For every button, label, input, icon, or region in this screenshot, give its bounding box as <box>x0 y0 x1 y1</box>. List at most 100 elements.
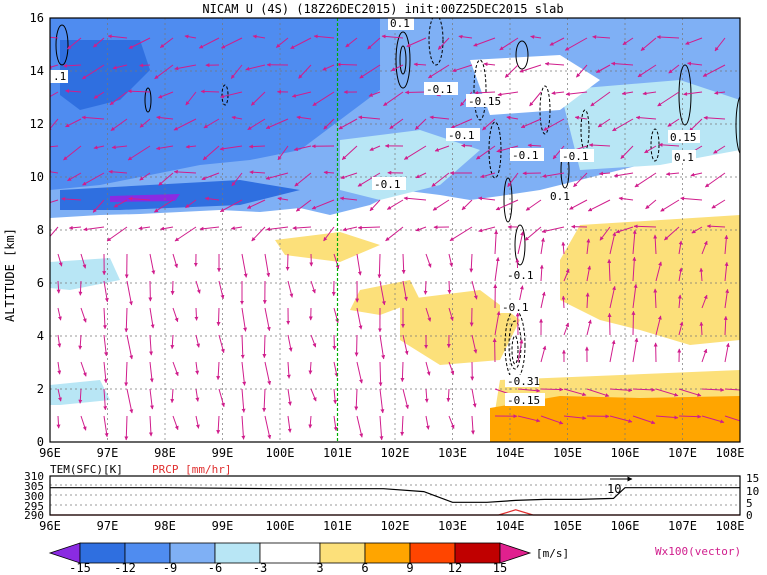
surface-temperature-line <box>50 487 740 503</box>
wind-vector <box>540 345 547 363</box>
wind-vector <box>81 64 105 80</box>
sub-grid <box>50 484 740 506</box>
wind-vector <box>111 145 128 150</box>
wind-vectors <box>50 34 740 441</box>
wind-vector <box>93 37 105 48</box>
wind-vector <box>724 234 729 255</box>
shade-yellow-2 <box>560 215 740 345</box>
sub-x-tick: 106E <box>611 519 640 533</box>
wind-vector <box>57 388 62 402</box>
wind-vector <box>678 388 702 397</box>
wind-vector <box>124 307 129 333</box>
wind-vector <box>701 387 725 392</box>
sub-left-tick: 305 <box>24 480 44 493</box>
wind-vector <box>635 115 657 120</box>
wind-vector <box>379 388 385 414</box>
wind-vector <box>390 64 404 72</box>
wind-vector <box>563 388 587 397</box>
wind-vector <box>478 196 496 201</box>
wind-vector <box>687 61 703 66</box>
wind-vector <box>378 361 383 387</box>
wind-vector <box>264 415 272 440</box>
colorbar-label: 12 <box>448 561 462 575</box>
wind-vector <box>406 37 427 47</box>
shade-yellow-1 <box>275 232 380 262</box>
wind-vector <box>262 388 267 413</box>
wind-vector <box>401 253 406 274</box>
contour-label: -0.1 <box>562 150 589 163</box>
wind-vector <box>655 415 679 420</box>
wind-vector <box>599 171 611 176</box>
wind-vector <box>218 280 225 300</box>
wind-vector <box>632 415 656 425</box>
wind-vector <box>128 196 151 201</box>
wind-vector <box>241 361 247 386</box>
wind-vector <box>231 115 243 120</box>
wind-vector <box>172 361 179 377</box>
wind-vector <box>265 172 289 180</box>
wind-vector <box>110 118 128 132</box>
wind-vector <box>332 334 337 351</box>
wind-vector <box>404 90 427 95</box>
wind-vector <box>202 145 220 161</box>
wind-vector <box>423 280 428 295</box>
sub-x-tick: 101E <box>323 519 352 533</box>
wind-vector <box>471 280 478 300</box>
contour-label: 0.15 <box>670 131 697 144</box>
wind-vector <box>379 415 384 441</box>
wind-vector <box>714 37 726 52</box>
wind-vector <box>82 172 105 186</box>
colorbar-seg <box>454 542 501 564</box>
x-tick-label: 105E <box>553 446 582 460</box>
wind-vector <box>109 91 128 106</box>
wind-vector <box>56 280 61 294</box>
wind-vector <box>65 118 82 128</box>
wind-vector <box>138 226 151 231</box>
wind-vector <box>517 388 541 393</box>
wind-vector <box>385 226 404 242</box>
wind-vector <box>292 225 312 230</box>
wind-vector <box>103 388 108 411</box>
wind-vector <box>174 64 197 71</box>
wind-vector <box>174 226 197 242</box>
wind-vector <box>683 91 703 96</box>
wind-vector <box>68 225 82 230</box>
wind-vector <box>448 307 454 321</box>
wind-vector <box>461 199 473 211</box>
wind-vector <box>108 169 128 174</box>
wind-vector <box>112 64 128 70</box>
sub-x-tick: 108E <box>716 519 745 533</box>
wind-vector <box>221 37 243 49</box>
wind-vector <box>311 199 335 210</box>
wind-vector <box>714 90 726 95</box>
wind-vector <box>483 62 496 67</box>
wind-vector <box>93 145 105 150</box>
wind-vector <box>220 91 243 99</box>
wind-vector <box>561 295 566 309</box>
wind-vector <box>644 145 657 154</box>
wind-vector <box>339 196 358 201</box>
wind-vector <box>67 172 82 182</box>
wind-vector <box>529 91 542 107</box>
sub-left-tick: 295 <box>24 500 44 513</box>
wind-vector <box>185 91 197 106</box>
wind-vector <box>198 37 220 49</box>
wind-vector <box>622 37 634 46</box>
contour-label: -0.1 <box>426 83 453 96</box>
wind-vector <box>216 361 221 381</box>
x-tick-label: 98E <box>154 446 176 460</box>
colorbar-seg <box>214 542 261 564</box>
wind-vector <box>252 34 266 39</box>
wind-vector <box>609 388 633 393</box>
wind-vector <box>448 415 455 429</box>
wind-vector <box>607 258 612 282</box>
wind-vector <box>277 145 289 161</box>
wind-vector <box>632 337 639 363</box>
sub-right-label: PRCP [mm/hr] <box>152 463 231 476</box>
wind-vector <box>597 118 611 128</box>
wind-vector <box>103 280 109 303</box>
wind-vector <box>543 118 565 131</box>
wind-vector <box>78 280 83 296</box>
colorbar-label: 3 <box>316 561 323 575</box>
wind-vector <box>124 415 129 441</box>
